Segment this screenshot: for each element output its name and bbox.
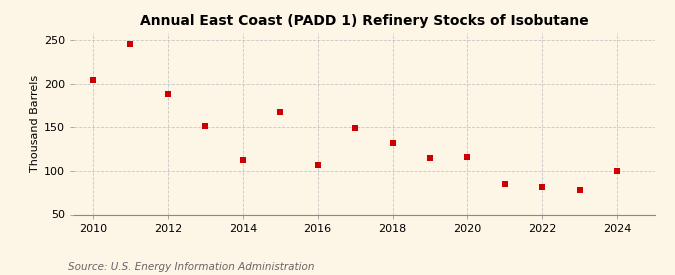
Point xyxy=(462,155,473,159)
Point xyxy=(500,182,510,186)
Point xyxy=(387,141,398,145)
Point xyxy=(125,42,136,46)
Title: Annual East Coast (PADD 1) Refinery Stocks of Isobutane: Annual East Coast (PADD 1) Refinery Stoc… xyxy=(140,14,589,28)
Point xyxy=(425,156,435,160)
Point xyxy=(200,124,211,129)
Point xyxy=(313,163,323,167)
Y-axis label: Thousand Barrels: Thousand Barrels xyxy=(30,75,40,172)
Point xyxy=(612,169,623,173)
Point xyxy=(163,92,173,96)
Text: Source: U.S. Energy Information Administration: Source: U.S. Energy Information Administ… xyxy=(68,262,314,272)
Point xyxy=(238,157,248,162)
Point xyxy=(574,188,585,192)
Point xyxy=(537,184,548,189)
Point xyxy=(275,110,286,115)
Point xyxy=(88,78,99,82)
Point xyxy=(350,126,360,130)
